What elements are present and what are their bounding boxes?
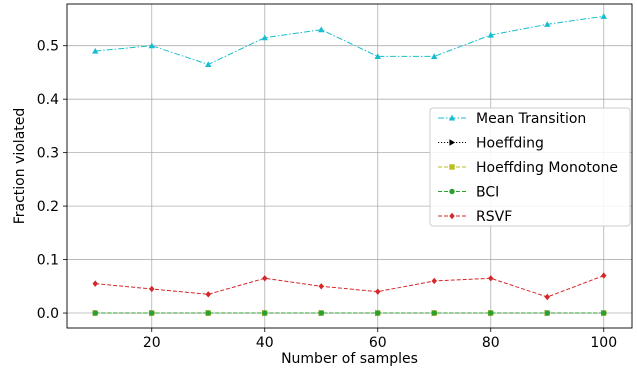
data-point [488,275,494,282]
data-point [318,310,324,316]
series-mean-transition [92,13,607,67]
data-point [487,31,494,38]
legend-swatch-marker [449,139,456,146]
data-point [431,277,437,285]
data-point [488,310,494,316]
legend-swatch-marker [449,188,455,195]
data-point [601,310,607,316]
y-tick-label: 0.4 [37,92,59,108]
data-point [205,291,211,298]
series-line [95,15,604,65]
ticks-layer: 20 40 60 80 100 0.0 0.1 0.2 0.3 0.4 0.5 [37,39,617,351]
legend-swatch-marker [449,212,455,220]
x-tick-label: 60 [369,335,387,351]
data-point [318,283,324,290]
y-tick-label: 0.0 [37,306,59,322]
x-axis-title: Number of samples [281,351,418,367]
data-point [431,53,438,59]
series-bci [92,310,607,316]
legend-item: Mean Transition [438,111,586,127]
data-point [148,42,155,49]
legend-item: RSVF [438,209,512,225]
legend-label: BCI [476,185,499,201]
data-point [600,13,607,19]
data-point [262,310,268,316]
data-point [149,310,155,316]
plot-frame [66,3,633,329]
data-point [149,285,155,293]
data-point [375,288,381,295]
data-point [431,310,437,316]
y-tick-label: 0.3 [37,146,59,162]
series-layer [92,13,607,317]
legend-box [429,107,631,227]
legend-swatch-marker [448,114,456,121]
series-rsvf [92,272,607,301]
y-tick-label: 0.2 [37,199,59,215]
data-point [318,26,325,33]
data-point [92,47,99,54]
x-tick-label: 40 [256,335,274,351]
legend-item: Hoeffding [438,136,544,152]
data-point [375,310,381,316]
legend-label: Mean Transition [476,111,586,127]
data-point [205,61,212,67]
plot-border [66,3,633,329]
legend: Mean Transition Hoeffding Hoeffding Monoto… [429,107,631,227]
data-point [601,272,607,279]
data-point [92,310,98,316]
data-point [544,21,551,27]
x-tick-label: 20 [143,335,161,351]
y-tick-label: 0.5 [37,39,59,55]
legend-item: BCI [438,185,499,201]
legend-label: RSVF [476,209,512,225]
data-point [374,53,381,59]
data-point [262,275,268,282]
data-point [544,310,550,316]
x-tick-label: 80 [482,335,500,351]
legend-swatch-marker [449,164,455,170]
legend-label: Hoeffding [476,136,544,152]
x-tick-label: 100 [590,335,617,351]
y-axis-title: Fraction violated [12,108,28,225]
data-point [205,310,211,316]
data-point [92,280,98,287]
data-point [261,34,268,41]
series-line [95,275,604,298]
y-tick-label: 0.1 [37,253,59,269]
data-point [544,293,550,301]
legend-label: Hoeffding Monotone [476,160,618,176]
legend-item: Hoeffding Monotone [438,160,618,176]
